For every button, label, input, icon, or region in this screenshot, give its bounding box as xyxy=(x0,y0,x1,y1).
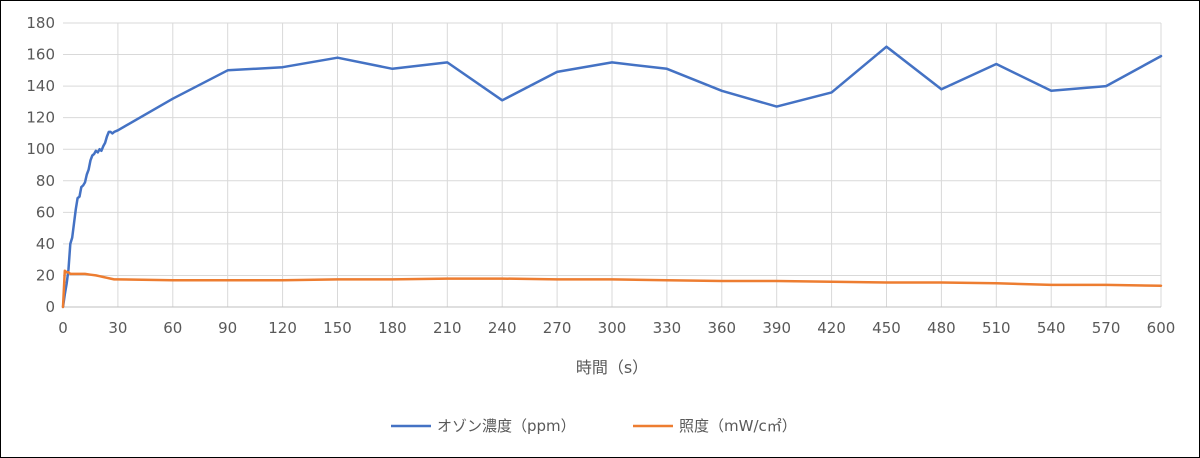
x-tick-label: 180 xyxy=(378,319,407,337)
y-tick-label: 120 xyxy=(26,109,55,127)
x-tick-label: 450 xyxy=(872,319,901,337)
x-tick-label: 150 xyxy=(323,319,352,337)
y-tick-label: 160 xyxy=(26,46,55,64)
y-axis-ticks: 0 20 40 60 80 100 120 140 160 180 xyxy=(26,14,55,316)
x-tick-label: 240 xyxy=(488,319,517,337)
x-tick-label: 60 xyxy=(163,319,182,337)
series-line-1 xyxy=(61,269,1163,309)
gridlines xyxy=(63,22,1162,307)
y-tick-label: 60 xyxy=(36,203,55,221)
x-tick-label: 420 xyxy=(817,319,846,337)
legend-label: オゾン濃度（ppm） xyxy=(437,417,576,435)
y-tick-label: 0 xyxy=(45,298,55,316)
y-tick-label: 80 xyxy=(36,172,55,190)
x-tick-label: 480 xyxy=(927,319,956,337)
x-axis-ticks: 0 30 60 90 120 150 180 210 240 270 300 330 360 390 420… xyxy=(58,319,1175,337)
x-tick-label: 390 xyxy=(762,319,791,337)
x-tick-label: 30 xyxy=(108,319,127,337)
x-tick-label: 270 xyxy=(543,319,572,337)
x-tick-label: 300 xyxy=(598,319,627,337)
y-tick-label: 100 xyxy=(26,140,55,158)
series-line-0 xyxy=(61,45,1163,309)
x-tick-label: 360 xyxy=(707,319,736,337)
x-tick-label: 120 xyxy=(268,319,297,337)
series-lines xyxy=(61,45,1163,309)
x-tick-label: 600 xyxy=(1147,319,1176,337)
x-axis-title: 時間（s） xyxy=(576,358,648,377)
x-tick-label: 90 xyxy=(218,319,237,337)
x-tick-label: 510 xyxy=(982,319,1011,337)
y-tick-label: 180 xyxy=(26,14,55,32)
y-tick-label: 140 xyxy=(26,77,55,95)
x-tick-label: 540 xyxy=(1037,319,1066,337)
x-tick-label: 0 xyxy=(58,319,68,337)
x-tick-label: 330 xyxy=(653,319,682,337)
y-tick-label: 20 xyxy=(36,266,55,284)
y-tick-label: 40 xyxy=(36,235,55,253)
legend-label: 照度（mW/c㎡） xyxy=(679,417,797,435)
x-tick-label: 570 xyxy=(1092,319,1121,337)
legend: オゾン濃度（ppm） 照度（mW/c㎡） xyxy=(391,417,797,435)
x-tick-label: 210 xyxy=(433,319,462,337)
